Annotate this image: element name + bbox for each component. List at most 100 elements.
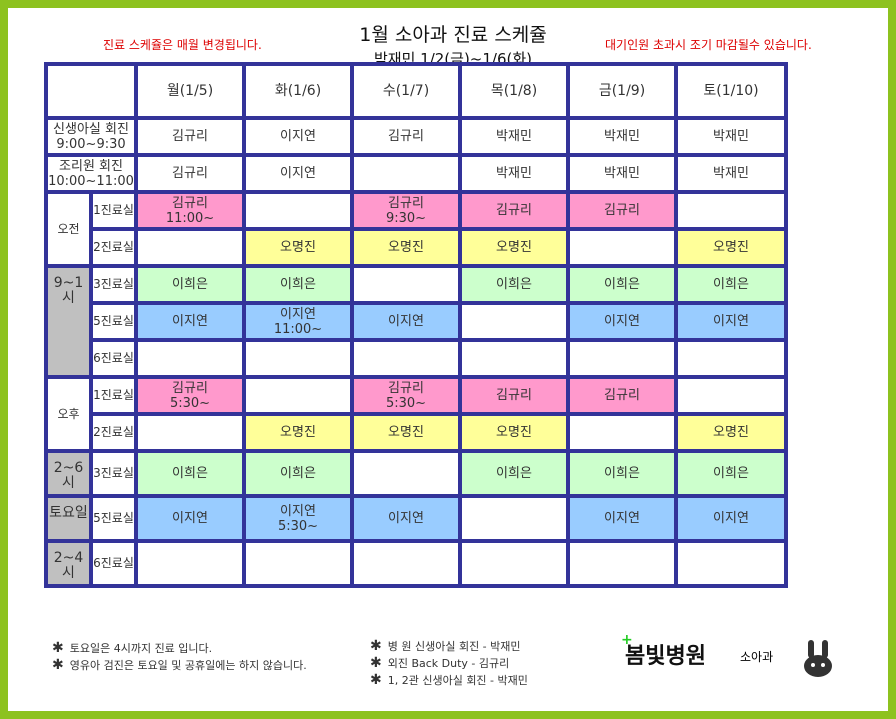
- hospital-name: 봄빛병원: [625, 644, 706, 669]
- doctor-name: 이희은: [496, 466, 532, 481]
- schedule-cell: [350, 539, 462, 588]
- schedule-cell: 이희은: [134, 449, 246, 498]
- room-row: 2~6시 3진료실 이희은 이희은 이희은 이희은 이희은: [44, 449, 788, 498]
- schedule-cell: [674, 190, 788, 231]
- session-label: 오전: [44, 190, 93, 268]
- schedule-cell: 이지연: [134, 301, 246, 342]
- rounds-label: 신생아실 회진 9:00~9:30: [44, 116, 138, 157]
- schedule-cell: 이희은: [242, 264, 354, 305]
- schedule-cell: 김규리: [458, 375, 570, 416]
- corner-cell: [44, 62, 138, 120]
- doctor-name: 이지연 11:00~: [273, 306, 323, 337]
- doctor-name: 오명진: [388, 240, 424, 255]
- rounds-row: 신생아실 회진 9:00~9:30 김규리 이지연 김규리 박재민 박재민 박재민: [44, 116, 788, 157]
- schedule-cell: 김규리 11:00~: [134, 190, 246, 231]
- asterisk-icon: ✱: [52, 640, 64, 656]
- schedule-cell: 김규리 5:30~: [134, 375, 246, 416]
- doctor-name: 이희은: [604, 277, 640, 292]
- schedule-cell: 이희은: [674, 449, 788, 498]
- doctor-name: 김규리 5:30~: [385, 380, 427, 411]
- header-row: 월(1/5) 화(1/6) 수(1/7) 목(1/8) 금(1/9) 토(1/10): [44, 62, 788, 120]
- schedule-cell: 이희은: [458, 264, 570, 305]
- doctor-name: 오명진: [280, 425, 316, 440]
- session-hours: 2~4시: [44, 539, 93, 588]
- schedule-cell: 오명진: [350, 227, 462, 268]
- room-row: 9~1시 3진료실 이희은 이희은 이희은 이희은 이희은: [44, 264, 788, 379]
- asterisk-icon: ✱: [370, 655, 382, 671]
- room-row: 6진료실: [46, 338, 788, 379]
- schedule-cell: [458, 338, 570, 379]
- asterisk-icon: ✱: [370, 672, 382, 688]
- asterisk-icon: ✱: [370, 638, 382, 654]
- doctor-name: 이희은: [496, 277, 532, 292]
- schedule-cell: [458, 539, 570, 588]
- doctor-name: 이지연: [604, 511, 640, 526]
- schedule-cell: 김규리: [566, 190, 678, 231]
- room-row: 토요일 5진료실 이지연 이지연 5:30~ 이지연 이지연 이지연: [44, 494, 788, 543]
- schedule-cell: [458, 301, 570, 342]
- schedule-cell: 이지연: [566, 301, 678, 342]
- doctor-name: 김규리: [496, 203, 532, 218]
- schedule-cell: 이지연 5:30~: [242, 494, 354, 543]
- schedule-cell: 이지연: [350, 301, 462, 342]
- doctor-name: 이희은: [713, 277, 749, 292]
- room-label: 2진료실: [89, 412, 138, 453]
- schedule-cell: [566, 227, 678, 268]
- rounds-doctor: 김규리: [350, 116, 462, 157]
- room-label: 1진료실: [89, 190, 138, 231]
- doctor-name: 김규리 9:30~: [385, 195, 427, 226]
- day-header: 목(1/8): [458, 62, 570, 120]
- doctor-name: 오명진: [388, 425, 424, 440]
- room-label: 3진료실: [89, 449, 138, 498]
- rounds-doctor: 김규리: [134, 116, 246, 157]
- schedule-cell: 김규리 5:30~: [350, 375, 462, 416]
- footer-note: 1, 2관 신생아실 회진 - 박재민: [387, 674, 528, 687]
- schedule-cell: [458, 494, 570, 543]
- doctor-name: 이지연: [388, 314, 424, 329]
- doctor-name: 이희은: [713, 466, 749, 481]
- rounds-time: 10:00~11:00: [48, 173, 134, 189]
- footer-note: 외진 Back Duty - 김규리: [387, 657, 510, 670]
- rounds-row: 조리원 회진 10:00~11:00 김규리 이지연 박재민 박재민 박재민: [44, 153, 788, 194]
- footer-note: 병 원 신생아실 회진 - 박재민: [387, 640, 521, 653]
- doctor-name: 김규리 5:30~: [169, 380, 211, 411]
- rounds-doctor: 박재민: [566, 153, 678, 194]
- session-hours: 토요일: [44, 494, 93, 543]
- room-label: 3진료실: [89, 264, 138, 305]
- schedule-cell: [566, 338, 678, 379]
- schedule-cell: [134, 412, 246, 453]
- doctor-name: 이지연 5:30~: [277, 503, 319, 534]
- schedule-cell: 오명진: [350, 412, 462, 453]
- doctor-name: 이희은: [280, 277, 316, 292]
- rounds-doctor: 이지연: [242, 153, 354, 194]
- schedule-cell: [674, 375, 788, 416]
- doctor-name: 이지연: [713, 511, 749, 526]
- doctor-name: 오명진: [713, 425, 749, 440]
- hospital-logo: + 봄빛병원: [621, 632, 706, 670]
- room-label: 6진료실: [89, 539, 138, 588]
- rounds-doctor: 박재민: [566, 116, 678, 157]
- room-row: 5진료실 이지연 이지연 11:00~ 이지연 이지연 이지연: [46, 301, 788, 342]
- doctor-name: 이희은: [172, 277, 208, 292]
- asterisk-icon: ✱: [52, 657, 64, 673]
- schedule-cell: [350, 264, 462, 305]
- rounds-name: 신생아실 회진: [53, 121, 129, 137]
- doctor-name: 이지연: [713, 314, 749, 329]
- schedule-cell: 오명진: [458, 412, 570, 453]
- rounds-doctor: 이지연: [242, 116, 354, 157]
- schedule-cell: 이희은: [674, 264, 788, 305]
- room-row: 2~4시 6진료실: [44, 539, 788, 588]
- schedule-cell: 오명진: [458, 227, 570, 268]
- schedule-cell: [350, 338, 462, 379]
- schedule-cell: 김규리: [566, 375, 678, 416]
- room-label: 6진료실: [89, 338, 138, 379]
- schedule-cell: [674, 338, 788, 379]
- room-row: 오후 1진료실 김규리 5:30~ 김규리 5:30~ 김규리 김규리: [44, 375, 788, 453]
- footer-notes-right: ✱ 병 원 신생아실 회진 - 박재민 ✱ 외진 Back Duty - 김규리 ✱…: [370, 638, 528, 689]
- schedule-cell: [566, 539, 678, 588]
- schedule-cell: 이지연: [566, 494, 678, 543]
- doctor-name: 오명진: [280, 240, 316, 255]
- doctor-name: 오명진: [496, 425, 532, 440]
- plus-icon: +: [621, 632, 633, 648]
- day-header: 수(1/7): [350, 62, 462, 120]
